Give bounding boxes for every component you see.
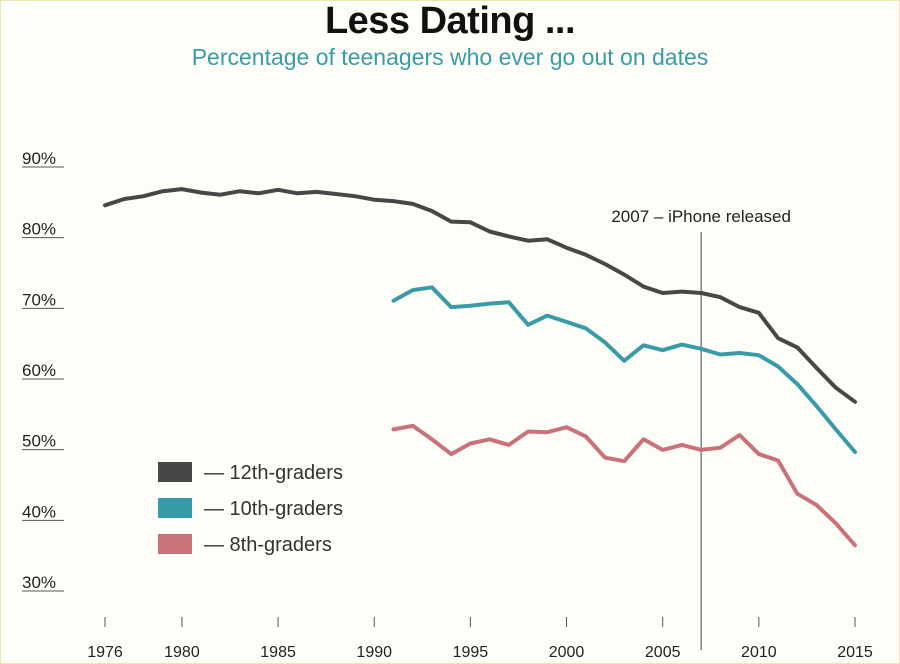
y-tick-label: 50% [22, 432, 56, 451]
legend-label: — 12th-graders [204, 462, 343, 484]
x-tick-label: 1990 [356, 644, 392, 661]
y-tick-label: 80% [22, 220, 56, 239]
legend-swatch [158, 498, 192, 518]
x-tick-label: 1976 [87, 644, 123, 661]
legend-label: — 10th-graders [204, 498, 343, 520]
iphone-release-label: 2007 – iPhone released [611, 207, 791, 226]
x-tick-label: 2000 [549, 644, 585, 661]
x-tick-label: 1985 [260, 644, 296, 661]
series-line-8th-graders [391, 423, 857, 548]
x-tick-label: 2005 [645, 644, 681, 661]
x-tick-label: 1995 [453, 644, 489, 661]
legend-label: — 8th-graders [204, 534, 332, 556]
x-tick-label: 2015 [837, 644, 873, 661]
legend-swatch [158, 462, 192, 482]
y-tick-label: 40% [22, 502, 56, 521]
y-tick-label: 70% [22, 290, 56, 309]
series-line-12th-graders [103, 187, 857, 404]
series-line-10th-graders [391, 285, 857, 454]
legend-swatch [158, 534, 192, 554]
x-tick-label: 1980 [164, 644, 200, 661]
y-tick-label: 60% [22, 361, 56, 380]
y-tick-label: 30% [22, 573, 56, 592]
chart-title: Less Dating ... [324, 0, 576, 42]
y-tick-label: 90% [22, 149, 56, 168]
x-tick-label: 2010 [741, 644, 777, 661]
chart-subtitle: Percentage of teenagers who ever go out … [191, 44, 709, 70]
